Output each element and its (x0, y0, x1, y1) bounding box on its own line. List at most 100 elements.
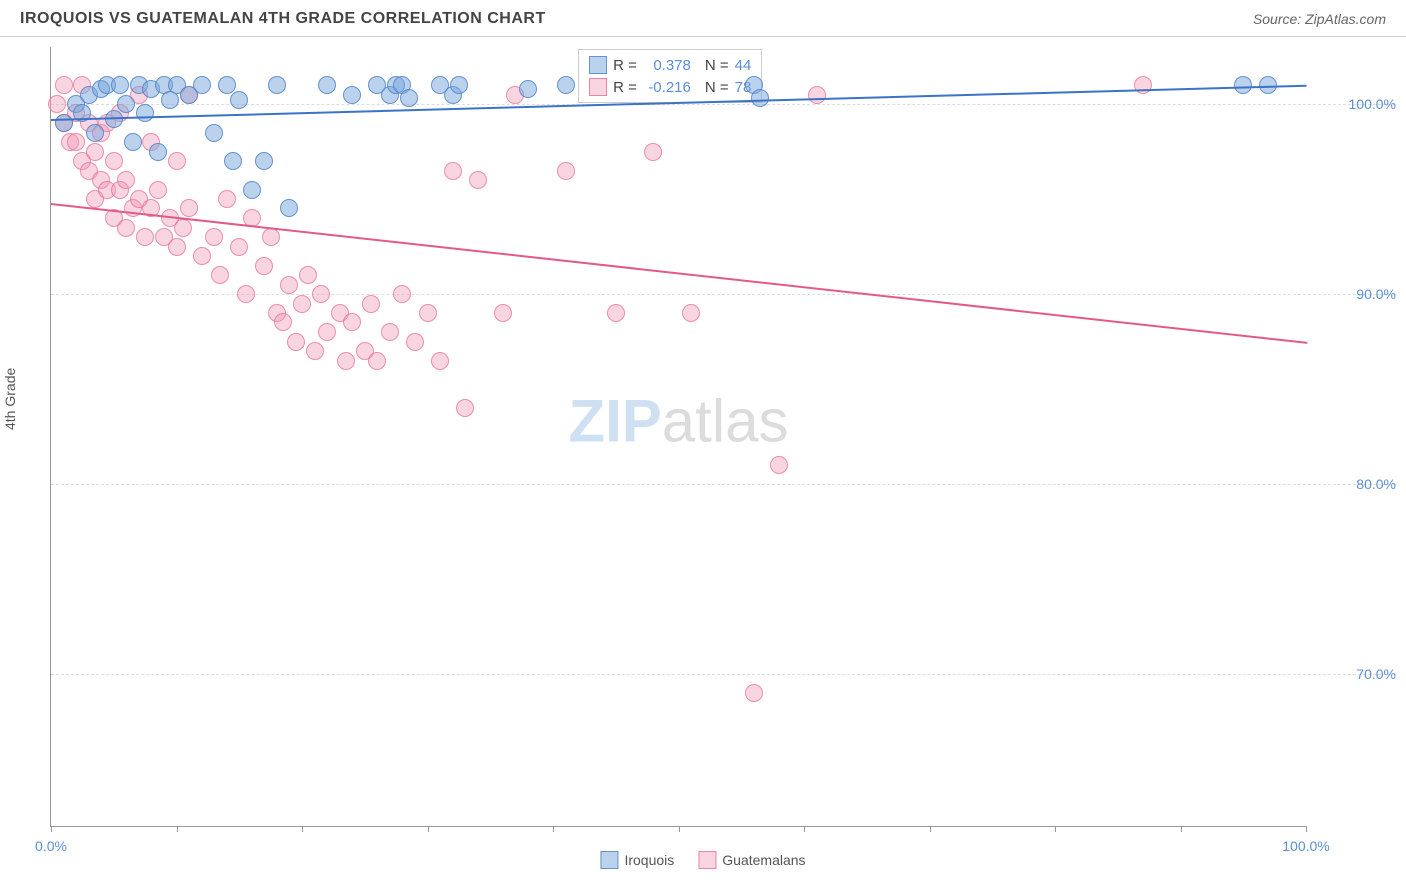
data-point (444, 162, 462, 180)
data-point (280, 276, 298, 294)
chart-source: Source: ZipAtlas.com (1253, 11, 1386, 27)
data-point (682, 304, 700, 322)
data-point (117, 171, 135, 189)
data-point (67, 133, 85, 151)
y-axis-label: 4th Grade (2, 368, 18, 430)
bottom-legend: Iroquois Guatemalans (600, 851, 805, 869)
data-point (174, 219, 192, 237)
data-point (393, 285, 411, 303)
data-point (124, 133, 142, 151)
data-point (519, 80, 537, 98)
legend-row-guatemalans: R = -0.216 N = 78 (589, 76, 751, 98)
legend-swatch-blue (589, 56, 607, 74)
r-label-2: R = (613, 79, 637, 96)
data-point (86, 143, 104, 161)
legend-row-iroquois: R = 0.378 N = 44 (589, 54, 751, 76)
data-point (136, 104, 154, 122)
stats-legend: R = 0.378 N = 44 R = -0.216 N = 78 (578, 49, 762, 103)
bottom-label-guatemalans: Guatemalans (722, 852, 805, 868)
n-label: N = (705, 57, 729, 74)
data-point (450, 76, 468, 94)
data-point (280, 199, 298, 217)
data-point (105, 152, 123, 170)
x-tick (302, 826, 303, 832)
legend-swatch-pink (589, 78, 607, 96)
x-tick (1181, 826, 1182, 832)
bottom-swatch-blue (600, 851, 618, 869)
x-tick (177, 826, 178, 832)
data-point (268, 76, 286, 94)
data-point (557, 76, 575, 94)
data-point (193, 76, 211, 94)
data-point (808, 86, 826, 104)
data-point (644, 143, 662, 161)
data-point (770, 456, 788, 474)
data-point (255, 257, 273, 275)
data-point (48, 95, 66, 113)
y-tick-label: 70.0% (1316, 666, 1396, 682)
data-point (149, 143, 167, 161)
x-tick (1055, 826, 1056, 832)
data-point (117, 95, 135, 113)
chart-container: 4th Grade ZIPatlas R = 0.378 N = 44 R = … (0, 37, 1406, 887)
data-point (274, 313, 292, 331)
data-point (368, 352, 386, 370)
data-point (381, 323, 399, 341)
data-point (55, 114, 73, 132)
n-label-2: N = (705, 79, 729, 96)
data-point (400, 89, 418, 107)
data-point (1234, 76, 1252, 94)
data-point (318, 323, 336, 341)
data-point (180, 199, 198, 217)
trend-line (51, 203, 1307, 344)
data-point (205, 228, 223, 246)
x-tick-label: 100.0% (1282, 838, 1329, 854)
data-point (117, 219, 135, 237)
x-tick (553, 826, 554, 832)
plot-area: ZIPatlas R = 0.378 N = 44 R = -0.216 N =… (50, 47, 1306, 827)
x-tick (1306, 826, 1307, 832)
iroquois-n: 44 (735, 57, 752, 74)
data-point (211, 266, 229, 284)
data-point (469, 171, 487, 189)
data-point (168, 152, 186, 170)
watermark: ZIPatlas (568, 386, 788, 455)
data-point (431, 352, 449, 370)
data-point (406, 333, 424, 351)
data-point (230, 91, 248, 109)
data-point (237, 285, 255, 303)
data-point (205, 124, 223, 142)
data-point (337, 352, 355, 370)
data-point (343, 313, 361, 331)
guatemalans-r: -0.216 (643, 79, 691, 96)
data-point (255, 152, 273, 170)
x-tick (428, 826, 429, 832)
data-point (299, 266, 317, 284)
data-point (607, 304, 625, 322)
y-tick-label: 80.0% (1316, 476, 1396, 492)
data-point (136, 228, 154, 246)
data-point (218, 190, 236, 208)
gridline (51, 484, 1396, 485)
x-tick-label: 0.0% (35, 838, 67, 854)
bottom-swatch-pink (698, 851, 716, 869)
data-point (243, 181, 261, 199)
r-label: R = (613, 57, 637, 74)
data-point (224, 152, 242, 170)
bottom-legend-iroquois: Iroquois (600, 851, 674, 869)
y-tick-label: 100.0% (1316, 96, 1396, 112)
data-point (149, 181, 167, 199)
data-point (262, 228, 280, 246)
data-point (86, 124, 104, 142)
data-point (751, 89, 769, 107)
x-tick (679, 826, 680, 832)
data-point (494, 304, 512, 322)
watermark-atlas: atlas (662, 387, 789, 454)
chart-title: IROQUOIS VS GUATEMALAN 4TH GRADE CORRELA… (20, 10, 546, 28)
data-point (230, 238, 248, 256)
gridline (51, 674, 1396, 675)
data-point (168, 238, 186, 256)
data-point (362, 295, 380, 313)
gridline (51, 104, 1396, 105)
data-point (193, 247, 211, 265)
